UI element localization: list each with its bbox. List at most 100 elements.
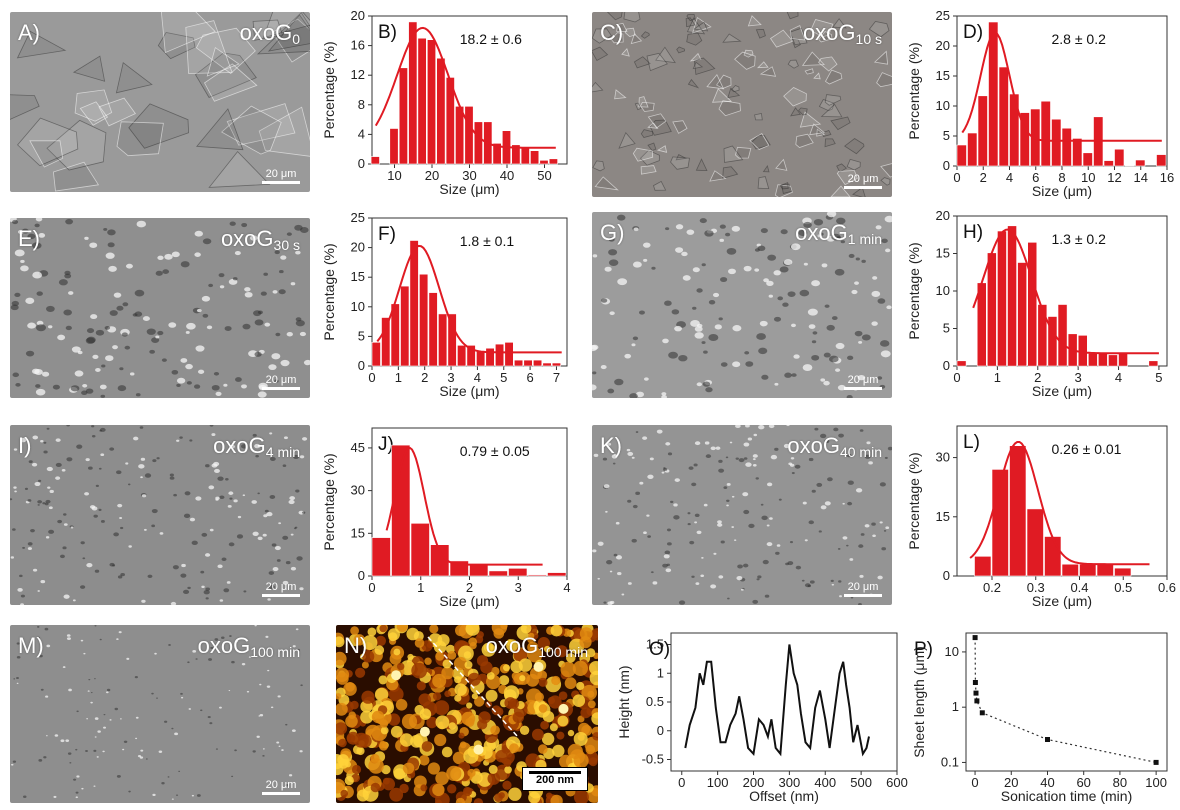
histogram-bar <box>1057 304 1068 367</box>
x-tick-label: 100 <box>1145 775 1167 790</box>
y-tick-label: 30 <box>936 450 950 465</box>
y-tick-label: 0 <box>943 568 950 583</box>
micrograph-A: A) oxoG0 20 μm <box>10 12 310 192</box>
y-tick-label: 1.5 <box>646 637 664 652</box>
y-tick-label: 25 <box>936 8 950 23</box>
x-tick-label: 500 <box>850 775 872 790</box>
y-tick-label: 16 <box>351 38 365 53</box>
scale-bar-label: 20 μm <box>265 168 297 180</box>
y-axis-label: Percentage (%) <box>321 243 337 340</box>
histogram-bar <box>445 77 455 165</box>
histogram-bar <box>1148 360 1159 367</box>
gaussian-fit-line <box>376 244 562 354</box>
scale-bar: 200 nm <box>522 767 588 791</box>
chart-H-svg: 0 1 2 3 4 5 0 5 10 15 20 Size (μm) Percentage (%) H) 1… <box>906 208 1168 399</box>
height-profile-line <box>684 644 870 757</box>
x-tick-label: 16 <box>1160 170 1174 185</box>
x-tick-label: 4 <box>1115 370 1122 385</box>
micrograph-image <box>592 425 892 605</box>
histogram-bar <box>1037 304 1048 367</box>
histogram-bar <box>1135 159 1146 167</box>
histogram-bar <box>473 121 483 165</box>
histogram-bar <box>427 39 437 165</box>
sample-title: oxoG10 s <box>802 20 882 47</box>
y-tick-label: 10 <box>945 644 959 659</box>
panel-label: E) <box>18 226 40 251</box>
chart-D: 0 2 4 6 8 10 12 14 16 0 5 10 15 20 25 Size (μm) Percenta… <box>905 8 1175 200</box>
histogram-bar <box>389 128 399 165</box>
data-point <box>972 635 978 641</box>
histogram-bar <box>457 345 467 367</box>
histogram-bar <box>398 67 408 165</box>
y-tick-label: 15 <box>936 246 950 261</box>
sample-title: oxoG100 min <box>485 633 588 660</box>
chart-F-svg: 0 1 2 3 4 5 6 7 0 5 10 15 20 25 Size (μm) Percentage (%… <box>321 210 568 399</box>
x-tick-label: 0.3 <box>1027 580 1045 595</box>
x-tick-label: 0 <box>971 775 978 790</box>
y-axis-label: Sheet length (μm) <box>911 646 927 758</box>
x-tick-label: 14 <box>1134 170 1148 185</box>
micrograph-image <box>10 425 310 605</box>
panel-label: M) <box>18 633 44 658</box>
sample-title: oxoG4 min <box>213 433 300 460</box>
y-tick-label: 10 <box>936 98 950 113</box>
histogram-bar <box>974 556 992 577</box>
histogram-bar <box>1017 262 1027 367</box>
y-tick-label: 25 <box>351 210 365 225</box>
x-tick-label: 1 <box>395 370 402 385</box>
y-tick-label: 30 <box>351 483 365 498</box>
chart-O-svg: 0 100 200 300 400 500 600 -0.5 0 0.5 1 1.5 Offset (n… <box>616 632 908 804</box>
histogram-bar <box>469 564 489 577</box>
x-tick-label: 5 <box>500 370 507 385</box>
histogram-bar <box>511 144 521 165</box>
mean-size-label: 1.8 ± 0.1 <box>460 233 515 249</box>
y-tick-label: 15 <box>351 269 365 284</box>
y-axis-label: Percentage (%) <box>321 41 337 138</box>
histogram-bar <box>476 350 486 367</box>
panel-label: L) <box>963 432 980 453</box>
x-tick-label: 0.4 <box>1070 580 1088 595</box>
histogram-bar <box>1009 445 1027 577</box>
histogram-bar <box>1009 93 1020 167</box>
x-tick-label: 100 <box>707 775 729 790</box>
histogram-bar <box>455 106 465 165</box>
micrograph-E: E) oxoG30 s 20 μm <box>10 218 310 398</box>
x-tick-label: 50 <box>537 168 551 183</box>
x-tick-label: 0 <box>953 170 960 185</box>
histogram-bar <box>956 144 967 167</box>
chart-P: 0 20 40 60 80 100 0.1 1 10 Sonication time (min) S… <box>910 625 1175 805</box>
histogram-bar <box>527 574 547 577</box>
x-tick-label: 3 <box>1075 370 1082 385</box>
x-tick-label: 7 <box>553 370 560 385</box>
y-tick-label: 0.1 <box>941 754 959 769</box>
histogram-bar <box>1072 138 1083 167</box>
histogram-bar <box>523 359 533 367</box>
x-tick-label: 600 <box>886 775 908 790</box>
histogram-bar <box>998 66 1009 167</box>
histogram-bar <box>1103 160 1114 167</box>
histogram-bar <box>370 156 380 165</box>
y-tick-label: 0 <box>358 156 365 171</box>
histogram-bar <box>1082 152 1093 167</box>
chart-P-svg: 0 20 40 60 80 100 0.1 1 10 Sonication time (min) S… <box>911 632 1168 804</box>
scale-bar: 20 μm <box>844 173 882 189</box>
sample-title: oxoG1 min <box>795 220 882 247</box>
x-tick-label: 2 <box>421 370 428 385</box>
histogram-bar <box>1077 335 1088 367</box>
x-axis-label: Size (μm) <box>439 383 499 399</box>
x-tick-label: 0 <box>953 370 960 385</box>
histogram-bar <box>551 362 561 367</box>
histogram-bar <box>485 347 495 367</box>
data-point <box>1045 737 1050 742</box>
scale-bar: 20 μm <box>262 374 300 390</box>
x-axis-label: Offset (nm) <box>749 788 819 804</box>
x-axis-label: Size (μm) <box>439 593 499 609</box>
x-tick-label: 80 <box>1113 775 1127 790</box>
histogram-bar <box>438 313 448 367</box>
y-tick-label: 1 <box>952 699 959 714</box>
histogram-bar <box>400 285 410 367</box>
x-axis-label: Size (μm) <box>439 181 499 197</box>
histogram-bar <box>1156 154 1167 167</box>
chart-O: 0 100 200 300 400 500 600 -0.5 0 0.5 1 1.5 Offset (n… <box>615 625 908 805</box>
